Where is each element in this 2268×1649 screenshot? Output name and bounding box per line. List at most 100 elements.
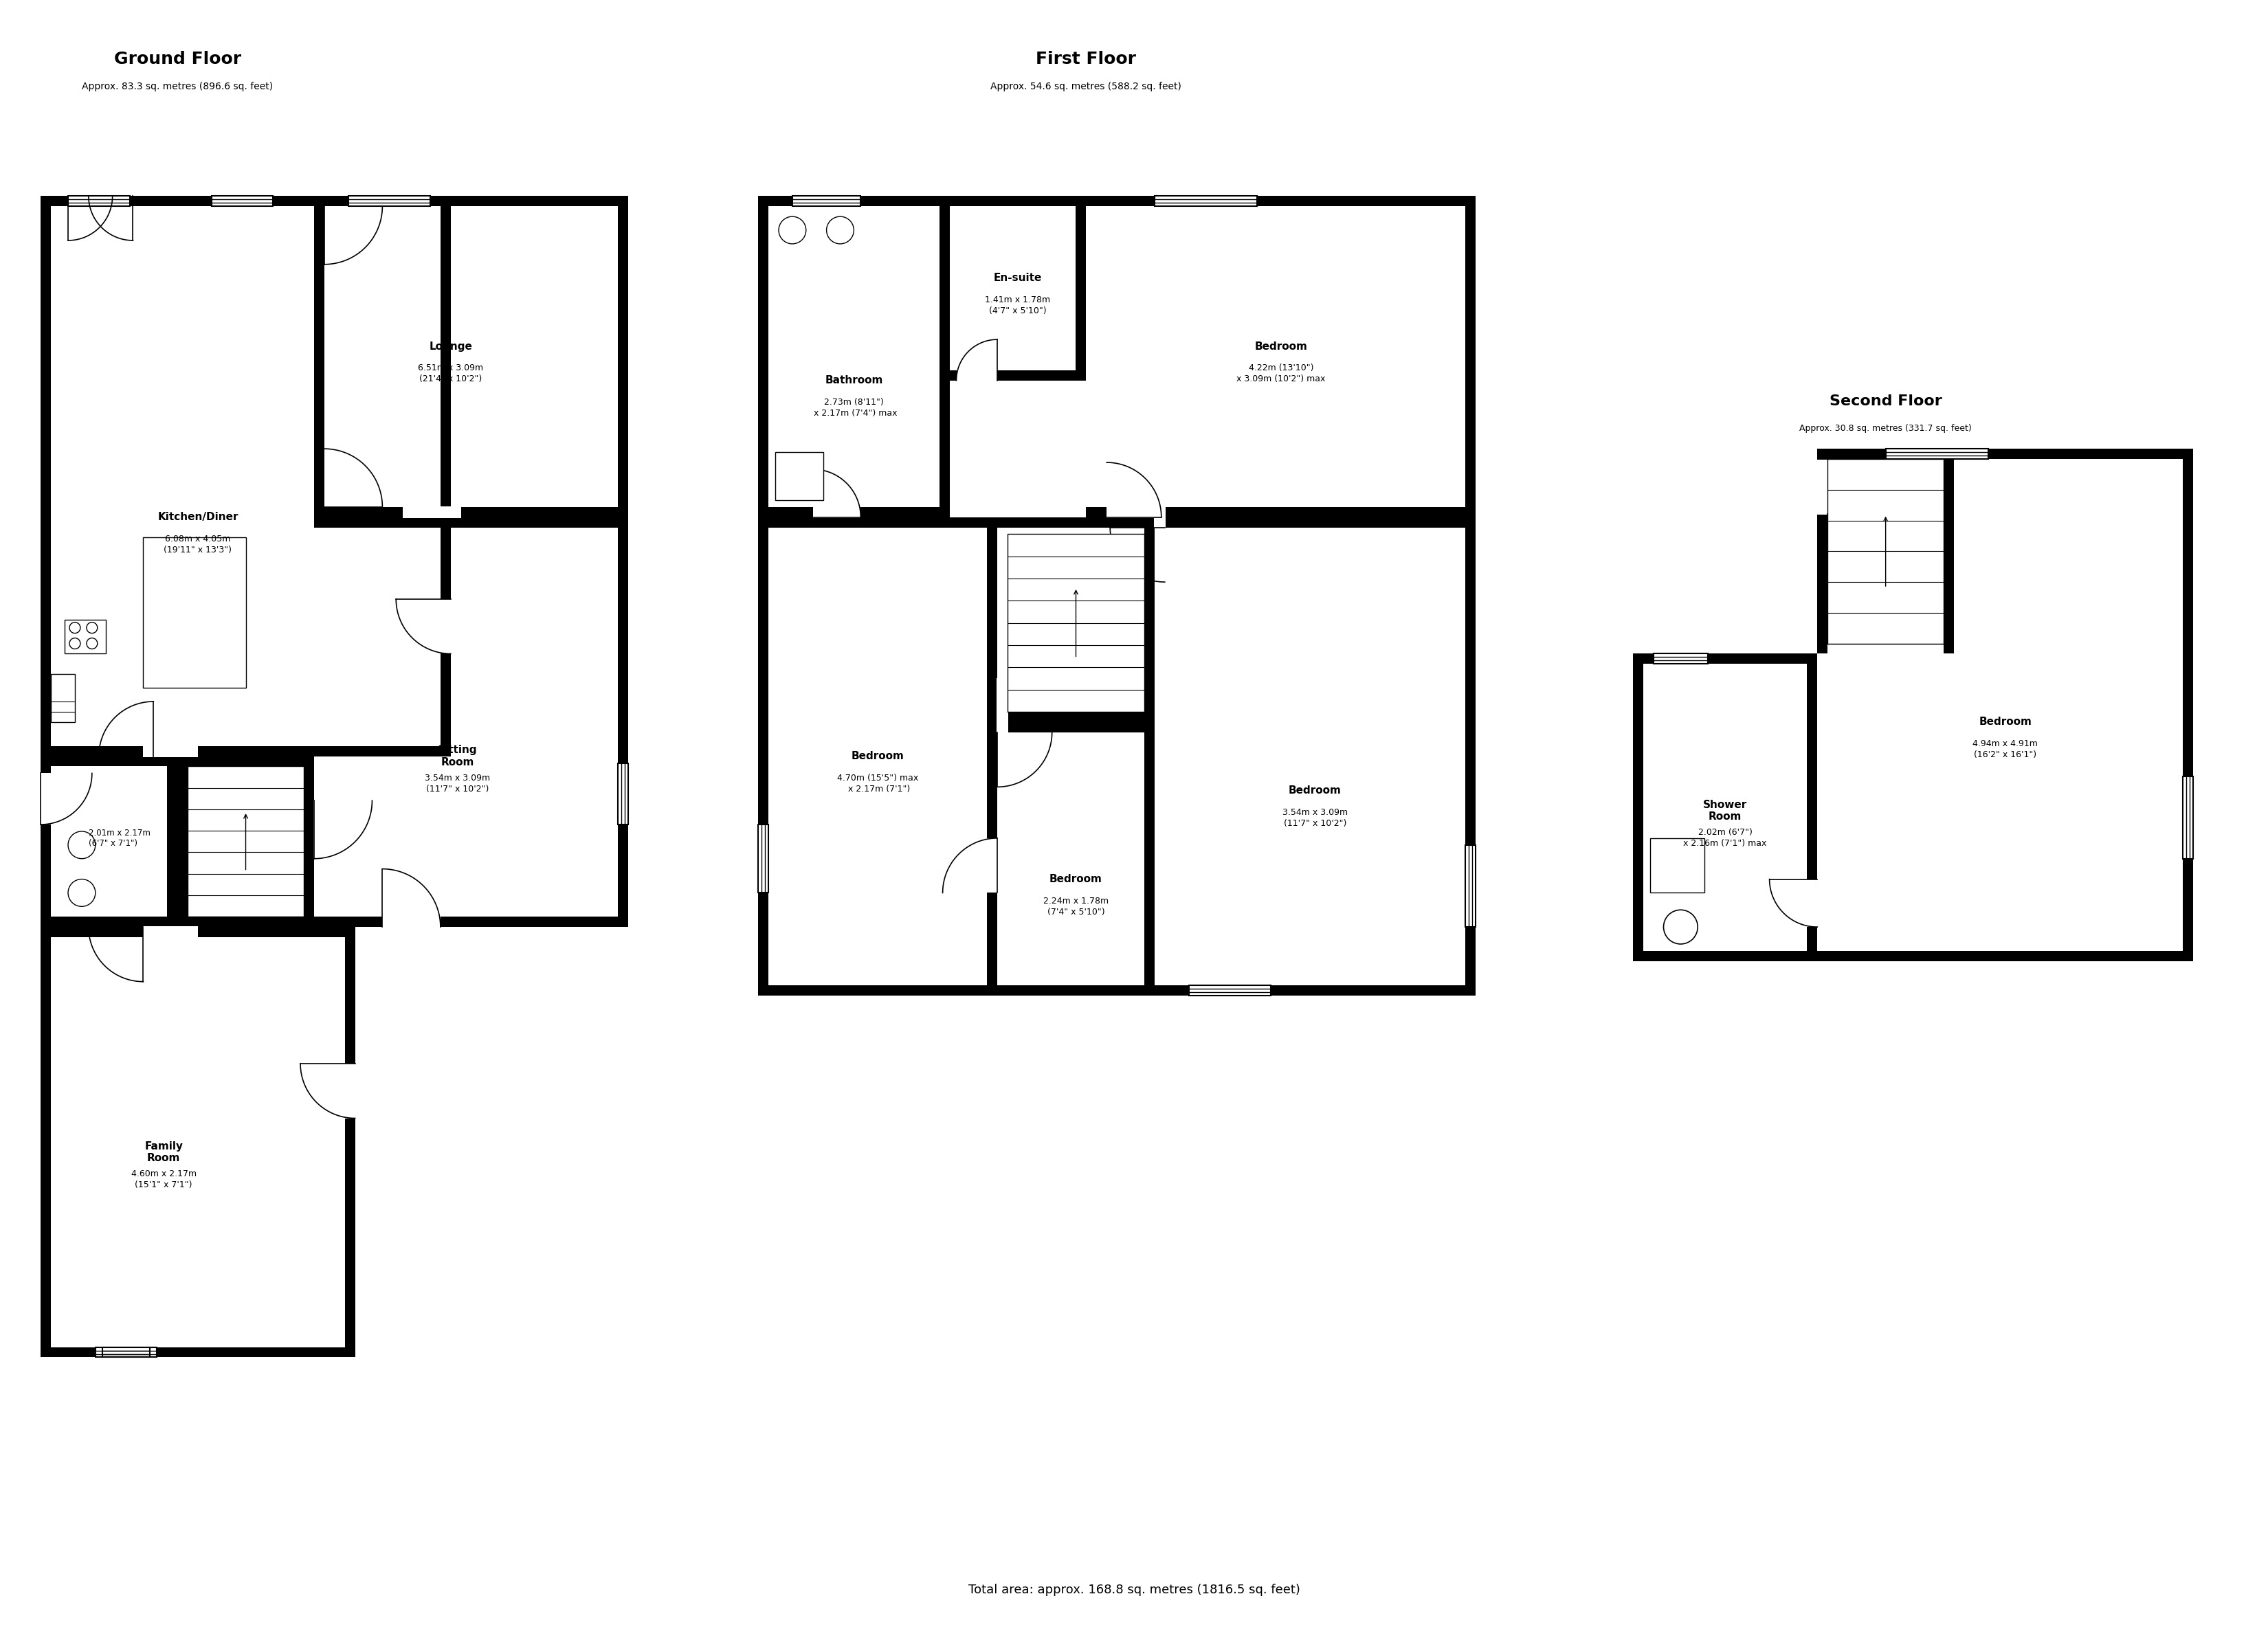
Text: Approx. 30.8 sq. metres (331.7 sq. feet): Approx. 30.8 sq. metres (331.7 sq. feet): [1799, 424, 1971, 432]
Bar: [211, 196, 272, 206]
Bar: [998, 722, 1154, 732]
Bar: [50, 674, 75, 722]
Text: 6.51m x 3.09m
(21'4" x 10'2"): 6.51m x 3.09m (21'4" x 10'2"): [417, 364, 483, 384]
Text: Total area: approx. 168.8 sq. metres (1816.5 sq. feet): Total area: approx. 168.8 sq. metres (18…: [968, 1583, 1300, 1596]
Text: 4.70m (15'5") max
 x 2.17m (7'1"): 4.70m (15'5") max x 2.17m (7'1"): [837, 773, 919, 793]
Bar: [313, 518, 628, 927]
Bar: [812, 506, 860, 518]
Bar: [1817, 449, 1955, 458]
Text: Kitchen/Diner: Kitchen/Diner: [156, 511, 238, 523]
Bar: [1633, 653, 1642, 961]
Text: Bedroom: Bedroom: [1978, 717, 2032, 727]
Bar: [1154, 196, 1256, 206]
Bar: [313, 801, 324, 859]
Text: Bedroom: Bedroom: [850, 750, 905, 762]
Bar: [1188, 984, 1270, 996]
Text: Approx. 83.3 sq. metres (896.6 sq. feet): Approx. 83.3 sq. metres (896.6 sq. feet): [82, 82, 272, 92]
Bar: [68, 196, 129, 206]
Bar: [349, 196, 431, 206]
Text: 2.24m x 1.78m
(7'4" x 5'10"): 2.24m x 1.78m (7'4" x 5'10"): [1043, 897, 1109, 917]
Bar: [2182, 777, 2193, 859]
Text: 2.73m (8'11")
 x 2.17m (7'4") max: 2.73m (8'11") x 2.17m (7'4") max: [810, 397, 896, 417]
Bar: [177, 917, 313, 927]
Bar: [998, 518, 1154, 528]
Text: Bedroom: Bedroom: [1254, 341, 1306, 351]
Bar: [313, 196, 324, 518]
Bar: [987, 518, 998, 996]
Bar: [758, 984, 998, 996]
Bar: [792, 195, 860, 208]
Text: Bedroom: Bedroom: [1050, 874, 1102, 884]
Bar: [1465, 844, 1476, 927]
Text: 3.54m x 3.09m
(11'7" x 10'2"): 3.54m x 3.09m (11'7" x 10'2"): [424, 773, 490, 793]
Bar: [950, 371, 1086, 381]
Text: Family
Room: Family Room: [145, 1141, 184, 1164]
Bar: [1145, 722, 1154, 996]
Bar: [168, 757, 177, 927]
Bar: [1885, 449, 1989, 458]
Bar: [1633, 653, 1817, 961]
Bar: [41, 757, 50, 927]
Text: 6.08m x 4.05m
(19'11" x 13'3"): 6.08m x 4.05m (19'11" x 13'3"): [163, 534, 231, 554]
Bar: [1154, 984, 1476, 996]
Bar: [758, 196, 769, 518]
Bar: [95, 1346, 156, 1359]
Bar: [1817, 449, 1828, 653]
Bar: [1817, 460, 1828, 514]
Bar: [41, 927, 356, 937]
Bar: [939, 196, 950, 518]
Text: Bathroom: Bathroom: [826, 376, 882, 386]
Bar: [996, 678, 1009, 732]
Bar: [41, 773, 52, 824]
Bar: [1653, 653, 1708, 665]
Bar: [95, 1346, 156, 1359]
Text: Ground Floor: Ground Floor: [113, 51, 240, 68]
Bar: [758, 518, 769, 996]
Bar: [304, 757, 313, 927]
Bar: [1828, 458, 1944, 643]
Bar: [617, 763, 628, 824]
Text: En-suite: En-suite: [993, 272, 1041, 284]
Bar: [1944, 449, 1955, 653]
Text: 4.94m x 4.91m
(16'2" x 16'1"): 4.94m x 4.91m (16'2" x 16'1"): [1973, 739, 2039, 759]
Bar: [758, 824, 769, 892]
Bar: [211, 195, 272, 208]
Bar: [41, 757, 177, 767]
Bar: [1633, 653, 1817, 665]
Bar: [1465, 518, 1476, 996]
Bar: [1808, 653, 1817, 961]
Bar: [1465, 196, 1476, 518]
Bar: [177, 757, 188, 927]
Text: 2.01m x 2.17m
(6'7" x 7'1"): 2.01m x 2.17m (6'7" x 7'1"): [88, 828, 150, 848]
Bar: [998, 984, 1154, 996]
Bar: [41, 745, 451, 757]
Bar: [758, 506, 950, 518]
Bar: [1465, 844, 1476, 927]
Bar: [41, 927, 50, 1357]
Bar: [998, 722, 1154, 996]
Bar: [177, 757, 313, 927]
Bar: [1107, 506, 1161, 518]
Bar: [998, 518, 1154, 722]
Bar: [619, 763, 628, 824]
Bar: [41, 1347, 356, 1357]
Bar: [143, 927, 197, 938]
Bar: [1817, 951, 2193, 961]
Text: Second Floor: Second Floor: [1830, 394, 1941, 407]
Bar: [758, 518, 998, 528]
Bar: [102, 1347, 150, 1357]
Bar: [95, 1347, 156, 1357]
Bar: [1086, 196, 1476, 518]
Bar: [41, 757, 177, 927]
Bar: [41, 196, 451, 206]
Bar: [1154, 195, 1256, 208]
Bar: [177, 757, 313, 767]
Bar: [1086, 506, 1476, 518]
Text: Lounge: Lounge: [429, 341, 472, 351]
Text: 4.60m x 2.17m
(15'1" x 7'1"): 4.60m x 2.17m (15'1" x 7'1"): [132, 1169, 197, 1189]
Bar: [440, 599, 451, 653]
Bar: [758, 196, 950, 206]
Bar: [758, 196, 950, 518]
Bar: [987, 838, 998, 892]
Bar: [41, 917, 177, 927]
